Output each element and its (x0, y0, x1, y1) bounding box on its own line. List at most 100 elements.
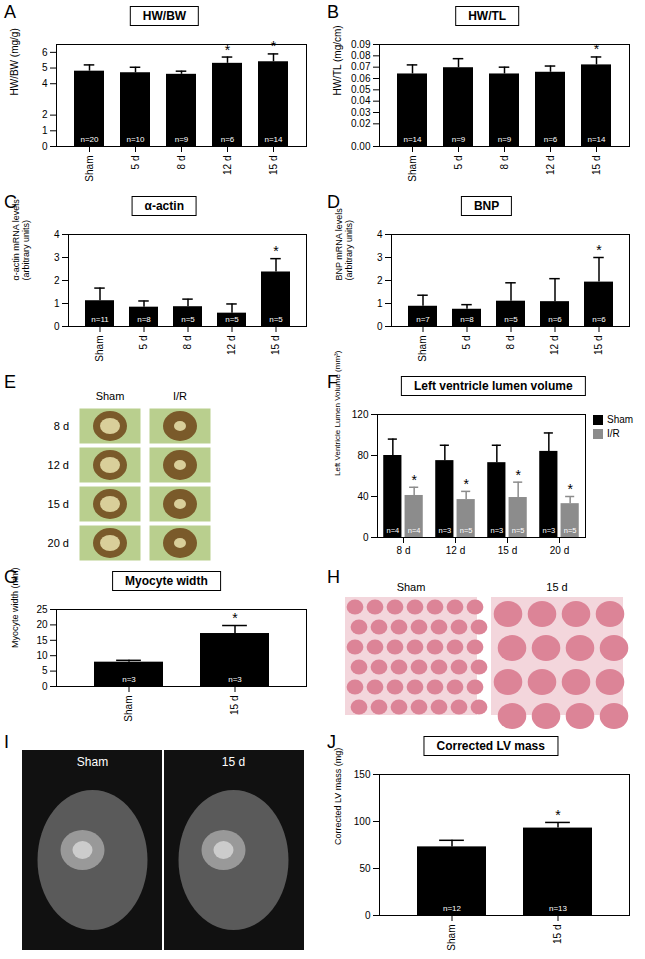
svg-text:n=20: n=20 (80, 135, 99, 144)
svg-text:12 d: 12 d (222, 156, 233, 175)
svg-text:n=6: n=6 (548, 315, 562, 324)
svg-text:*: * (567, 481, 573, 497)
svg-text:20 d: 20 d (550, 545, 569, 556)
svg-text:α-actin mRNA levels(arbitrary: α-actin mRNA levels(arbitrary units) (11, 199, 31, 281)
svg-text:n=14: n=14 (264, 135, 283, 144)
svg-text:n=3: n=3 (490, 526, 503, 535)
svg-text:HW/TL (mg/cm): HW/TL (mg/cm) (332, 25, 343, 95)
svg-text:8 d: 8 d (505, 336, 516, 350)
svg-text:n=3: n=3 (438, 526, 451, 535)
svg-text:n=12: n=12 (443, 904, 462, 913)
svg-text:n=14: n=14 (403, 135, 422, 144)
svg-text:12 d: 12 d (226, 336, 237, 355)
svg-text:n=5: n=5 (269, 315, 283, 324)
svg-text:0.09: 0.09 (351, 39, 371, 50)
svg-text:15 d: 15 d (593, 336, 604, 355)
svg-text:Sham: Sham (77, 755, 108, 769)
svg-text:Sham: Sham (446, 925, 457, 951)
svg-text:0.04: 0.04 (351, 95, 371, 106)
svg-text:2: 2 (54, 275, 60, 286)
svg-text:5: 5 (42, 62, 48, 73)
svg-text:4: 4 (377, 229, 383, 240)
svg-text:5 d: 5 d (453, 156, 464, 170)
svg-text:0.00: 0.00 (351, 141, 371, 152)
svg-text:*: * (555, 807, 561, 823)
svg-text:0: 0 (54, 321, 60, 332)
svg-text:15: 15 (36, 635, 48, 646)
svg-text:15 d: 15 d (229, 696, 240, 715)
svg-text:HW/BW (mg/g): HW/BW (mg/g) (9, 28, 20, 95)
svg-text:n=3: n=3 (542, 526, 555, 535)
svg-text:80: 80 (357, 450, 369, 461)
svg-text:Sham: Sham (84, 156, 95, 182)
svg-text:Sham: Sham (417, 336, 428, 362)
svg-text:0: 0 (42, 141, 48, 152)
svg-text:0: 0 (363, 532, 369, 543)
svg-text:12 d: 12 d (48, 459, 69, 471)
svg-text:n=4: n=4 (408, 526, 421, 535)
svg-text:1: 1 (42, 125, 48, 136)
svg-text:*: * (411, 472, 417, 488)
svg-text:n=5: n=5 (225, 315, 239, 324)
svg-text:Sham: Sham (96, 390, 125, 402)
svg-text:*: * (273, 243, 279, 259)
svg-text:100: 100 (354, 816, 371, 827)
svg-text:Sham: Sham (123, 696, 134, 722)
svg-text:3: 3 (377, 252, 383, 263)
svg-text:8 d: 8 d (397, 545, 411, 556)
svg-text:n=6: n=6 (592, 315, 606, 324)
svg-text:n=7: n=7 (416, 315, 430, 324)
svg-text:25: 25 (36, 604, 48, 615)
svg-text:1: 1 (54, 298, 60, 309)
svg-text:Sham: Sham (397, 581, 426, 593)
svg-text:1: 1 (377, 298, 383, 309)
svg-text:15 d: 15 d (268, 156, 279, 175)
svg-text:15 d: 15 d (270, 336, 281, 355)
svg-text:n=6: n=6 (544, 135, 558, 144)
svg-text:n=5: n=5 (512, 526, 525, 535)
svg-text:n=9: n=9 (498, 135, 512, 144)
svg-text:0.06: 0.06 (351, 73, 371, 84)
svg-text:0.02: 0.02 (351, 118, 371, 129)
svg-text:Corrected LV mass (mg): Corrected LV mass (mg) (333, 748, 343, 845)
svg-text:n=10: n=10 (126, 135, 145, 144)
svg-text:0.05: 0.05 (351, 84, 371, 95)
svg-text:*: * (596, 242, 602, 258)
svg-text:150: 150 (354, 769, 371, 780)
svg-text:4: 4 (42, 78, 48, 89)
svg-text:n=9: n=9 (175, 135, 189, 144)
svg-text:5 d: 5 d (461, 336, 472, 350)
svg-text:2: 2 (42, 109, 48, 120)
svg-text:15 d: 15 d (552, 925, 563, 944)
svg-text:*: * (515, 467, 521, 483)
svg-text:50: 50 (359, 863, 371, 874)
svg-text:12 d: 12 d (545, 156, 556, 175)
svg-text:*: * (271, 38, 277, 54)
svg-text:3: 3 (54, 252, 60, 263)
svg-text:n=14: n=14 (587, 135, 606, 144)
svg-text:n=3: n=3 (122, 675, 136, 684)
svg-text:15 d: 15 d (498, 545, 517, 556)
svg-text:n=5: n=5 (504, 315, 518, 324)
svg-text:5: 5 (42, 665, 48, 676)
svg-text:I/R: I/R (173, 390, 187, 402)
svg-text:0: 0 (365, 910, 371, 921)
svg-text:n=3: n=3 (228, 675, 242, 684)
svg-text:8 d: 8 d (176, 156, 187, 170)
svg-text:15 d: 15 d (222, 755, 245, 769)
svg-text:8 d: 8 d (54, 420, 69, 432)
svg-text:n=8: n=8 (137, 315, 151, 324)
svg-text:5 d: 5 d (138, 336, 149, 350)
svg-text:Myocyte width (mm): Myocyte width (mm) (10, 567, 20, 648)
svg-text:6: 6 (42, 47, 48, 58)
svg-text:n=6: n=6 (221, 135, 235, 144)
svg-text:0: 0 (377, 321, 383, 332)
svg-text:8 d: 8 d (182, 336, 193, 350)
svg-text:*: * (463, 476, 469, 492)
svg-text:Sham: Sham (407, 156, 418, 182)
svg-text:12 d: 12 d (446, 545, 465, 556)
svg-text:20 d: 20 d (48, 537, 69, 549)
svg-text:*: * (225, 42, 231, 58)
svg-text:*: * (232, 610, 238, 626)
svg-text:0.07: 0.07 (351, 61, 371, 72)
